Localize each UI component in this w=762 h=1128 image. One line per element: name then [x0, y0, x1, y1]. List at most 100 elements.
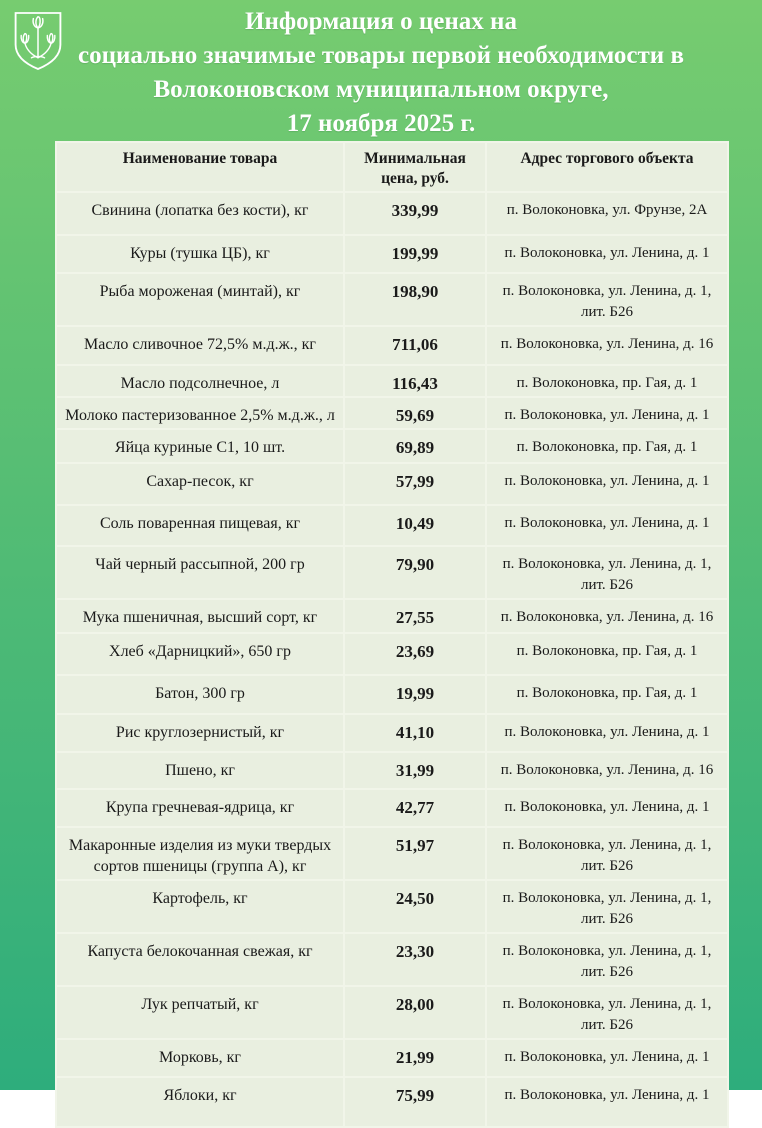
address-cell: п. Волоконовка, ул. Фрунзе, 2А [485, 191, 729, 236]
product-name-cell: Капуста белокочанная свежая, кг [55, 932, 345, 987]
price-cell: 75,99 [343, 1076, 487, 1128]
table-row: Сахар-песок, кг 57,99 п. Волоконовка, ул. … [55, 462, 729, 506]
table-row: Мука пшеничная, высший сорт, кг 27,55 п. В… [55, 598, 729, 634]
address-cell: п. Волоконовка, пр. Гая, д. 1 [485, 674, 729, 715]
table-row: Рис круглозернистый, кг 41,10 п. Волоконов… [55, 713, 729, 753]
table-row: Крупа гречневая-ядрица, кг 42,77 п. Волоко… [55, 788, 729, 828]
price-cell: 19,99 [343, 674, 487, 715]
price-cell: 79,90 [343, 545, 487, 600]
table-row: Пшено, кг 31,99 п. Волоконовка, ул. Ленина… [55, 751, 729, 790]
address-cell: п. Волоконовка, ул. Ленина, д. 1, лит. Б… [485, 985, 729, 1040]
table-row: Масло сливочное 72,5% м.д.ж., кг 711,06 п.… [55, 325, 729, 366]
price-cell: 69,89 [343, 428, 487, 464]
price-cell: 59,69 [343, 396, 487, 430]
col-header-min-price: Минимальная цена, руб. [343, 141, 487, 193]
address-cell: п. Волоконовка, ул. Ленина, д. 1 [485, 713, 729, 753]
product-name-cell: Хлеб «Дарницкий», 650 гр [55, 632, 345, 676]
title-line-2: социально значимые товары первой необход… [78, 42, 684, 69]
product-name-cell: Масло подсолнечное, л [55, 364, 345, 398]
product-name-cell: Масло сливочное 72,5% м.д.ж., кг [55, 325, 345, 366]
product-name-cell: Батон, 300 гр [55, 674, 345, 715]
col-header-product-name: Наименование товара [55, 141, 345, 193]
table-row: Яблоки, кг 75,99 п. Волоконовка, ул. Ленин… [55, 1076, 729, 1128]
price-cell: 23,69 [343, 632, 487, 676]
product-name-cell: Картофель, кг [55, 879, 345, 934]
price-cell: 51,97 [343, 826, 487, 881]
table-row: Капуста белокочанная свежая, кг 23,30 п. В… [55, 932, 729, 987]
address-cell: п. Волоконовка, ул. Ленина, д. 1 [485, 788, 729, 828]
table-row: Яйца куриные С1, 10 шт. 69,89 п. Волоконов… [55, 428, 729, 464]
price-cell: 199,99 [343, 234, 487, 274]
price-cell: 42,77 [343, 788, 487, 828]
address-cell: п. Волоконовка, ул. Ленина, д. 1, лит. Б… [485, 932, 729, 987]
price-cell: 339,99 [343, 191, 487, 236]
price-cell: 711,06 [343, 325, 487, 366]
product-name-cell: Лук репчатый, кг [55, 985, 345, 1040]
page-title: Информация о ценах на социально значимые… [0, 0, 762, 141]
table-row: Рыба мороженая (минтай), кг 198,90 п. Воло… [55, 272, 729, 327]
table-row: Куры (тушка ЦБ), кг 199,99 п. Волоконовка,… [55, 234, 729, 274]
table-row: Хлеб «Дарницкий», 650 гр 23,69 п. Волоконо… [55, 632, 729, 676]
title-line-1: Информация о ценах на [245, 8, 517, 35]
product-name-cell: Чай черный рассыпной, 200 гр [55, 545, 345, 600]
table-row: Батон, 300 гр 19,99 п. Волоконовка, пр. Га… [55, 674, 729, 715]
price-cell: 24,50 [343, 879, 487, 934]
address-cell: п. Волоконовка, пр. Гая, д. 1 [485, 632, 729, 676]
title-line-3: Волоконовском муниципальном округе, [153, 76, 609, 103]
address-cell: п. Волоконовка, ул. Ленина, д. 1 [485, 396, 729, 430]
address-cell: п. Волоконовка, ул. Ленина, д. 1 [485, 462, 729, 506]
col-header-address: Адрес торгового объекта [485, 141, 729, 193]
address-cell: п. Волоконовка, ул. Ленина, д. 1, лит. Б… [485, 272, 729, 327]
table-row: Соль поваренная пищевая, кг 10,49 п. Волок… [55, 504, 729, 547]
address-cell: п. Волоконовка, ул. Ленина, д. 1 [485, 1076, 729, 1128]
table-row: Молоко пастеризованное 2,5% м.д.ж., л 59,… [55, 396, 729, 430]
table-row: Морковь, кг 21,99 п. Волоконовка, ул. Лени… [55, 1038, 729, 1078]
product-name-cell: Сахар-песок, кг [55, 462, 345, 506]
price-cell: 31,99 [343, 751, 487, 790]
table-row: Чай черный рассыпной, 200 гр 79,90 п. Воло… [55, 545, 729, 600]
table-row: Макаронные изделия из муки твердых сорто… [55, 826, 729, 881]
address-cell: п. Волоконовка, ул. Ленина, д. 1, лит. Б… [485, 879, 729, 934]
address-cell: п. Волоконовка, ул. Ленина, д. 16 [485, 751, 729, 790]
address-cell: п. Волоконовка, ул. Ленина, д. 16 [485, 325, 729, 366]
title-line-4: 17 ноября 2025 г. [286, 110, 476, 137]
address-cell: п. Волоконовка, пр. Гая, д. 1 [485, 364, 729, 398]
product-name-cell: Куры (тушка ЦБ), кг [55, 234, 345, 274]
price-cell: 116,43 [343, 364, 487, 398]
product-name-cell: Рыба мороженая (минтай), кг [55, 272, 345, 327]
price-cell: 21,99 [343, 1038, 487, 1078]
product-name-cell: Яблоки, кг [55, 1076, 345, 1128]
product-name-cell: Макаронные изделия из муки твердых сорто… [55, 826, 345, 881]
address-cell: п. Волоконовка, ул. Ленина, д. 1, лит. Б… [485, 545, 729, 600]
product-name-cell: Соль поваренная пищевая, кг [55, 504, 345, 547]
table-row: Свинина (лопатка без кости), кг 339,99 п. … [55, 191, 729, 236]
product-name-cell: Пшено, кг [55, 751, 345, 790]
price-cell: 198,90 [343, 272, 487, 327]
address-cell: п. Волоконовка, ул. Ленина, д. 16 [485, 598, 729, 634]
price-cell: 28,00 [343, 985, 487, 1040]
price-cell: 41,10 [343, 713, 487, 753]
table-header-row: Наименование товара Минимальная цена, ру… [55, 141, 729, 193]
product-name-cell: Крупа гречневая-ядрица, кг [55, 788, 345, 828]
product-name-cell: Мука пшеничная, высший сорт, кг [55, 598, 345, 634]
price-cell: 10,49 [343, 504, 487, 547]
product-name-cell: Рис круглозернистый, кг [55, 713, 345, 753]
product-name-cell: Морковь, кг [55, 1038, 345, 1078]
price-table: Наименование товара Минимальная цена, ру… [55, 141, 729, 1128]
address-cell: п. Волоконовка, ул. Ленина, д. 1 [485, 234, 729, 274]
coat-of-arms-icon [14, 12, 62, 71]
address-cell: п. Волоконовка, ул. Ленина, д. 1, лит. Б… [485, 826, 729, 881]
address-cell: п. Волоконовка, ул. Ленина, д. 1 [485, 504, 729, 547]
address-cell: п. Волоконовка, ул. Ленина, д. 1 [485, 1038, 729, 1078]
address-cell: п. Волоконовка, пр. Гая, д. 1 [485, 428, 729, 464]
product-name-cell: Молоко пастеризованное 2,5% м.д.ж., л [55, 396, 345, 430]
table-row: Масло подсолнечное, л 116,43 п. Волоконовк… [55, 364, 729, 398]
price-cell: 23,30 [343, 932, 487, 987]
price-cell: 27,55 [343, 598, 487, 634]
table-row: Картофель, кг 24,50 п. Волоконовка, ул. Ле… [55, 879, 729, 934]
table-row: Лук репчатый, кг 28,00 п. Волоконовка, ул.… [55, 985, 729, 1040]
product-name-cell: Яйца куриные С1, 10 шт. [55, 428, 345, 464]
product-name-cell: Свинина (лопатка без кости), кг [55, 191, 345, 236]
bulletin-header: Информация о ценах на социально значимые… [0, 0, 762, 141]
